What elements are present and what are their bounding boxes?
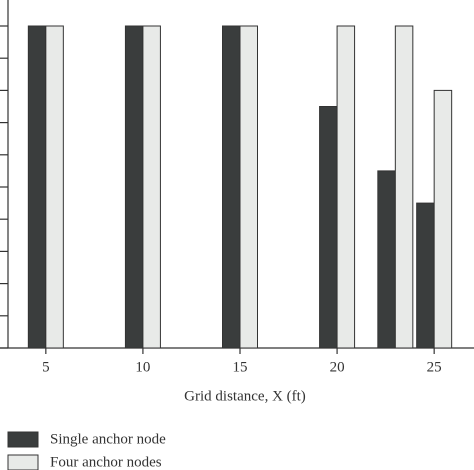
x-axis-label: Grid distance, X (ft) (184, 388, 306, 404)
x-tick-label: 10 (135, 359, 150, 375)
bar (124, 25, 144, 349)
legend-swatch (7, 431, 39, 448)
bar (394, 25, 414, 349)
bar (222, 25, 241, 349)
legend-swatch (7, 454, 39, 470)
bar (142, 25, 161, 349)
bar (319, 106, 338, 349)
bar (336, 25, 356, 349)
legend-label: Single anchor node (50, 431, 166, 447)
bar (377, 170, 396, 349)
x-tick-label: 15 (233, 359, 248, 375)
legend-label: Four anchor nodes (50, 454, 162, 470)
bar (239, 25, 258, 349)
bar (433, 89, 453, 349)
bar (416, 202, 435, 349)
bar (27, 25, 47, 349)
x-tick-label: 20 (330, 359, 345, 375)
bar (45, 25, 64, 349)
x-tick-label: 5 (42, 359, 50, 375)
x-tick-label: 25 (427, 359, 442, 375)
